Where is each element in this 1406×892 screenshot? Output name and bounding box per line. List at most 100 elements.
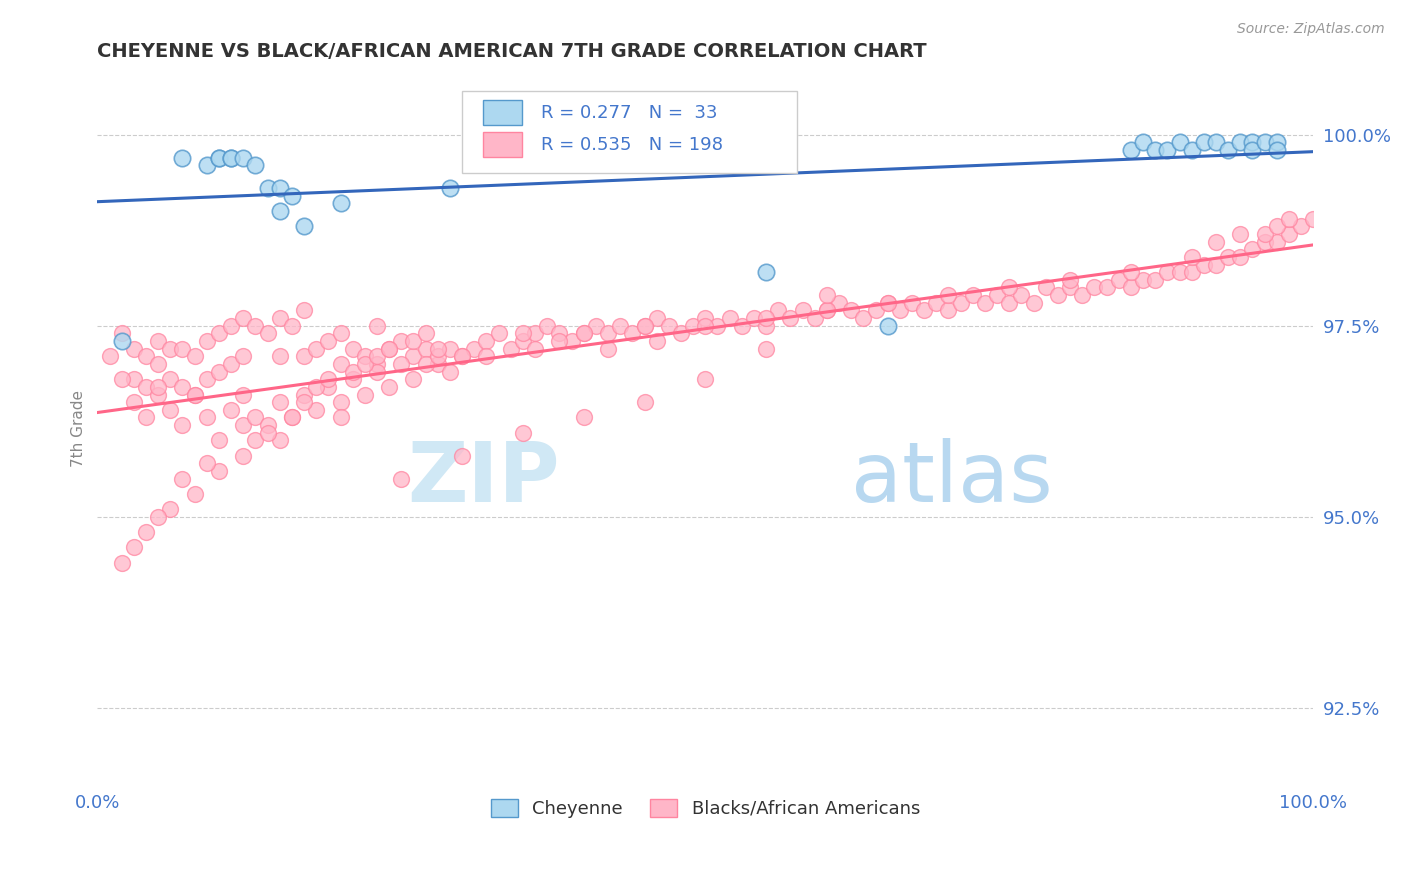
FancyBboxPatch shape (482, 132, 522, 157)
Point (208, 365, 231, 379)
Point (389, 357, 412, 371)
Point (669, 326, 692, 341)
Point (755, 342, 778, 356)
Text: R = 0.535   N = 198: R = 0.535 N = 198 (541, 136, 723, 153)
Point (1253, 135, 1275, 149)
Point (219, 318, 242, 333)
Point (488, 326, 510, 341)
Point (889, 303, 911, 318)
Point (146, 387, 169, 401)
Point (1278, 211, 1301, 226)
Point (912, 303, 935, 318)
Point (1265, 235, 1288, 249)
Point (195, 456, 218, 470)
Point (1095, 280, 1118, 294)
Point (389, 472, 412, 486)
Point (815, 303, 838, 318)
Point (329, 357, 352, 371)
Point (949, 295, 972, 310)
Point (269, 349, 291, 363)
Point (342, 342, 364, 356)
Y-axis label: 7th Grade: 7th Grade (72, 391, 86, 467)
Point (353, 357, 375, 371)
Point (111, 556, 134, 570)
Point (1229, 135, 1251, 149)
Point (1168, 135, 1191, 149)
Point (633, 318, 655, 333)
FancyBboxPatch shape (482, 100, 522, 125)
Point (1192, 258, 1215, 272)
Point (208, 434, 231, 448)
Point (281, 410, 304, 425)
Point (815, 288, 838, 302)
Point (1181, 250, 1204, 264)
Point (512, 334, 534, 348)
Point (901, 295, 924, 310)
Point (146, 357, 169, 371)
Point (706, 318, 728, 333)
Point (122, 342, 145, 356)
Point (172, 418, 194, 433)
Point (122, 372, 145, 386)
Point (305, 402, 328, 417)
Point (426, 357, 449, 371)
Point (353, 349, 375, 363)
Point (195, 410, 218, 425)
Text: atlas: atlas (851, 438, 1053, 519)
Point (682, 318, 704, 333)
Point (548, 334, 571, 348)
Point (463, 342, 485, 356)
Point (852, 311, 875, 326)
Point (281, 318, 304, 333)
Point (219, 402, 242, 417)
Point (183, 387, 205, 401)
Point (426, 342, 449, 356)
Point (269, 311, 291, 326)
Point (318, 334, 340, 348)
Point (645, 311, 668, 326)
Point (208, 464, 231, 478)
Point (1181, 143, 1204, 157)
Point (731, 318, 754, 333)
Point (755, 311, 778, 326)
Point (1059, 273, 1081, 287)
Point (524, 342, 547, 356)
Point (876, 295, 898, 310)
Point (135, 349, 157, 363)
Point (245, 434, 267, 448)
Point (256, 425, 278, 440)
Point (962, 288, 984, 302)
Point (695, 311, 717, 326)
Point (1119, 265, 1142, 279)
Point (1156, 143, 1178, 157)
Point (111, 326, 134, 341)
Point (572, 326, 595, 341)
Point (512, 425, 534, 440)
Point (755, 318, 778, 333)
Point (402, 372, 425, 386)
Point (986, 288, 1008, 302)
Point (1083, 280, 1105, 294)
Point (208, 326, 231, 341)
Point (596, 342, 619, 356)
Point (1144, 143, 1167, 157)
Point (159, 402, 181, 417)
Point (499, 342, 522, 356)
Point (633, 395, 655, 409)
Point (122, 541, 145, 555)
Point (876, 295, 898, 310)
Point (451, 349, 474, 363)
Point (439, 342, 461, 356)
Point (561, 334, 583, 348)
Legend: Cheyenne, Blacks/African Americans: Cheyenne, Blacks/African Americans (484, 791, 927, 825)
Point (1241, 242, 1264, 256)
Point (1108, 273, 1130, 287)
Point (524, 326, 547, 341)
Point (938, 288, 960, 302)
Point (208, 151, 231, 165)
Point (232, 387, 254, 401)
Point (1302, 211, 1324, 226)
Point (1119, 280, 1142, 294)
Point (219, 357, 242, 371)
Point (1132, 135, 1154, 149)
